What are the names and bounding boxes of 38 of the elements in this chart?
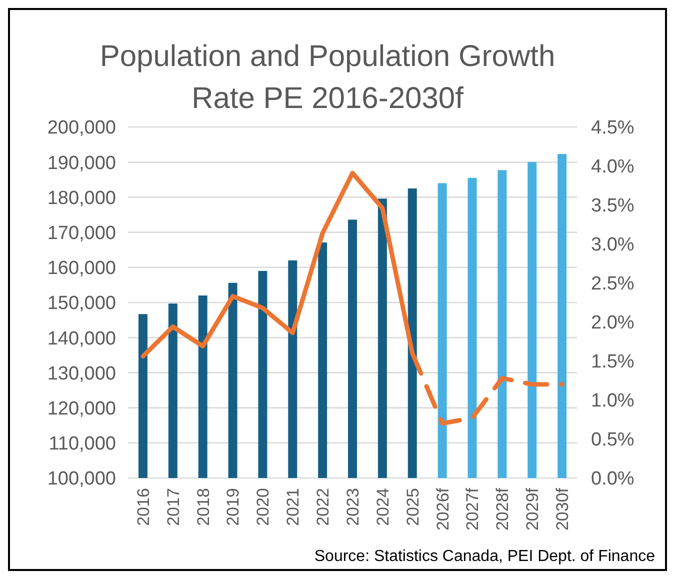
y2-tick-label: 3.0% bbox=[591, 234, 634, 256]
y-tick-label: 200,000 bbox=[47, 118, 116, 139]
y-tick-label: 180,000 bbox=[47, 188, 116, 209]
x-tick-label: 2018 bbox=[194, 488, 213, 526]
chart-title: Population and Population Growth Rate PE 2016-2030f bbox=[100, 40, 556, 115]
x-tick-label: 2019 bbox=[224, 488, 243, 526]
y2-tick-label: 0.5% bbox=[591, 430, 634, 451]
x-tick-label: 2021 bbox=[284, 488, 303, 526]
x-tick-label: 2026f bbox=[433, 488, 452, 531]
y2-tick-label: 2.5% bbox=[591, 274, 634, 295]
x-tick-label: 2025 bbox=[403, 488, 422, 526]
y-tick-label: 110,000 bbox=[48, 434, 116, 455]
y-tick-label: 150,000 bbox=[47, 293, 116, 314]
y-tick-label: 190,000 bbox=[47, 152, 116, 174]
y2-tick-label: 2.0% bbox=[591, 312, 634, 334]
y2-tick-label: 3.5% bbox=[591, 196, 634, 217]
y-tick-label: 100,000 bbox=[47, 468, 116, 490]
y2-tick-label: 0.0% bbox=[591, 468, 634, 490]
y-tick-label: 170,000 bbox=[47, 222, 116, 244]
x-tick-label: 2020 bbox=[254, 488, 273, 526]
x-tick-label: 2023 bbox=[343, 488, 362, 526]
y2-tick-label: 1.0% bbox=[591, 390, 634, 412]
x-tick-label: 2029f bbox=[523, 488, 542, 531]
y2-tick-label: 4.5% bbox=[591, 118, 634, 139]
x-tick-label: 2017 bbox=[164, 488, 183, 526]
y-tick-label: 120,000 bbox=[47, 398, 116, 420]
source-note: Source: Statistics Canada, PEI Dept. of Finance bbox=[314, 548, 656, 565]
x-tick-label: 2027f bbox=[463, 488, 482, 531]
x-tick-label: 2030f bbox=[552, 488, 572, 531]
y-tick-label: 160,000 bbox=[47, 258, 116, 280]
y-tick-label: 140,000 bbox=[47, 328, 116, 350]
x-tick-label: 2016 bbox=[134, 488, 153, 526]
x-tick-label: 2022 bbox=[314, 488, 333, 526]
x-tick-label: 2024 bbox=[373, 488, 392, 526]
x-tick-label: 2028f bbox=[493, 488, 512, 531]
y2-tick-label: 1.5% bbox=[591, 352, 634, 373]
y-tick-label: 130,000 bbox=[47, 363, 116, 384]
y2-tick-label: 4.0% bbox=[591, 156, 634, 178]
